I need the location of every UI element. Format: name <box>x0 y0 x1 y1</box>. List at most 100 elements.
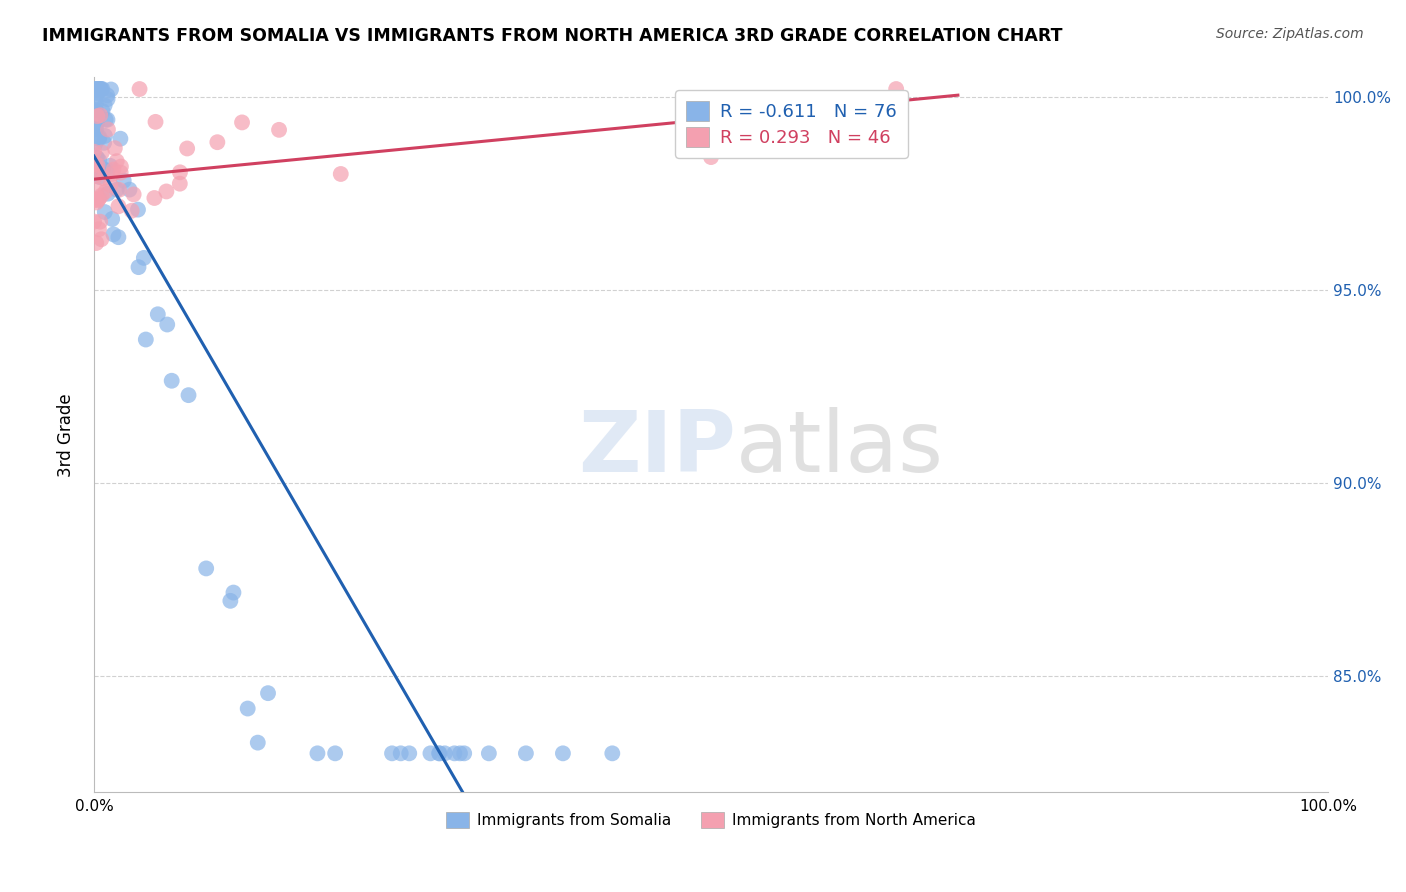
Point <box>94 128 117 143</box>
Point <box>90 232 112 246</box>
Point <box>84 96 107 111</box>
Text: ZIP: ZIP <box>578 408 735 491</box>
Point <box>429 747 451 761</box>
Point <box>884 82 907 96</box>
Point <box>84 157 107 171</box>
Point <box>222 585 245 599</box>
Point <box>145 115 167 129</box>
Point <box>86 158 108 172</box>
Point <box>389 747 412 761</box>
Point <box>128 82 150 96</box>
Point <box>86 163 108 178</box>
Point <box>94 205 117 219</box>
Legend: Immigrants from Somalia, Immigrants from North America: Immigrants from Somalia, Immigrants from… <box>440 806 981 834</box>
Point <box>91 161 114 176</box>
Point <box>143 191 166 205</box>
Point <box>89 153 111 168</box>
Point <box>91 82 114 96</box>
Point <box>86 195 108 210</box>
Point <box>84 82 107 96</box>
Point <box>443 747 465 761</box>
Point <box>84 169 107 183</box>
Point <box>86 151 108 165</box>
Point <box>103 162 125 177</box>
Point <box>84 183 107 197</box>
Point <box>207 135 229 149</box>
Point <box>89 214 111 228</box>
Point <box>433 747 456 761</box>
Point <box>89 82 111 96</box>
Point <box>84 122 107 136</box>
Point <box>122 187 145 202</box>
Point <box>104 141 127 155</box>
Point <box>86 116 108 130</box>
Point <box>97 186 120 201</box>
Point <box>90 188 112 202</box>
Point <box>329 167 352 181</box>
Point <box>87 191 110 205</box>
Point <box>97 163 120 178</box>
Point <box>231 115 253 129</box>
Point <box>96 92 118 106</box>
Point <box>96 88 118 103</box>
Point <box>83 214 105 228</box>
Point <box>108 183 131 197</box>
Point <box>160 374 183 388</box>
Point <box>87 169 110 184</box>
Point <box>155 185 177 199</box>
Y-axis label: 3rd Grade: 3rd Grade <box>58 392 75 476</box>
Point <box>219 594 242 608</box>
Point <box>86 82 108 96</box>
Point <box>83 145 105 159</box>
Point <box>84 235 107 250</box>
Point <box>169 177 191 191</box>
Point <box>94 112 117 127</box>
Point <box>86 109 108 123</box>
Point <box>84 92 107 106</box>
Point <box>83 193 105 207</box>
Point <box>156 318 179 332</box>
Point <box>86 163 108 178</box>
Point <box>93 171 115 186</box>
Point <box>93 98 115 112</box>
Point <box>110 166 132 180</box>
Point <box>96 112 118 127</box>
Point <box>100 82 122 96</box>
Point <box>86 158 108 172</box>
Point <box>177 388 200 402</box>
Point <box>89 108 111 122</box>
Point <box>121 203 143 218</box>
Point <box>89 130 111 145</box>
Point <box>86 86 108 100</box>
Point <box>127 202 149 217</box>
Point <box>84 103 107 117</box>
Point <box>110 160 132 174</box>
Point <box>112 174 135 188</box>
Point <box>105 183 128 197</box>
Point <box>84 136 107 151</box>
Point <box>100 178 122 193</box>
Point <box>600 747 623 761</box>
Point <box>97 122 120 136</box>
Point <box>449 747 471 761</box>
Point <box>118 183 141 197</box>
Point <box>267 123 290 137</box>
Point <box>103 227 125 242</box>
Point <box>91 103 114 118</box>
Point <box>236 701 259 715</box>
Point <box>87 222 110 236</box>
Point <box>169 165 191 179</box>
Point <box>93 136 115 150</box>
Text: Source: ZipAtlas.com: Source: ZipAtlas.com <box>1216 27 1364 41</box>
Text: atlas: atlas <box>735 408 943 491</box>
Point <box>86 105 108 120</box>
Point <box>87 82 110 96</box>
Point <box>101 211 124 226</box>
Point <box>101 167 124 181</box>
Point <box>307 747 329 761</box>
Point <box>398 747 420 761</box>
Point <box>84 82 107 96</box>
Point <box>90 82 112 96</box>
Point <box>94 185 117 199</box>
Point <box>246 736 269 750</box>
